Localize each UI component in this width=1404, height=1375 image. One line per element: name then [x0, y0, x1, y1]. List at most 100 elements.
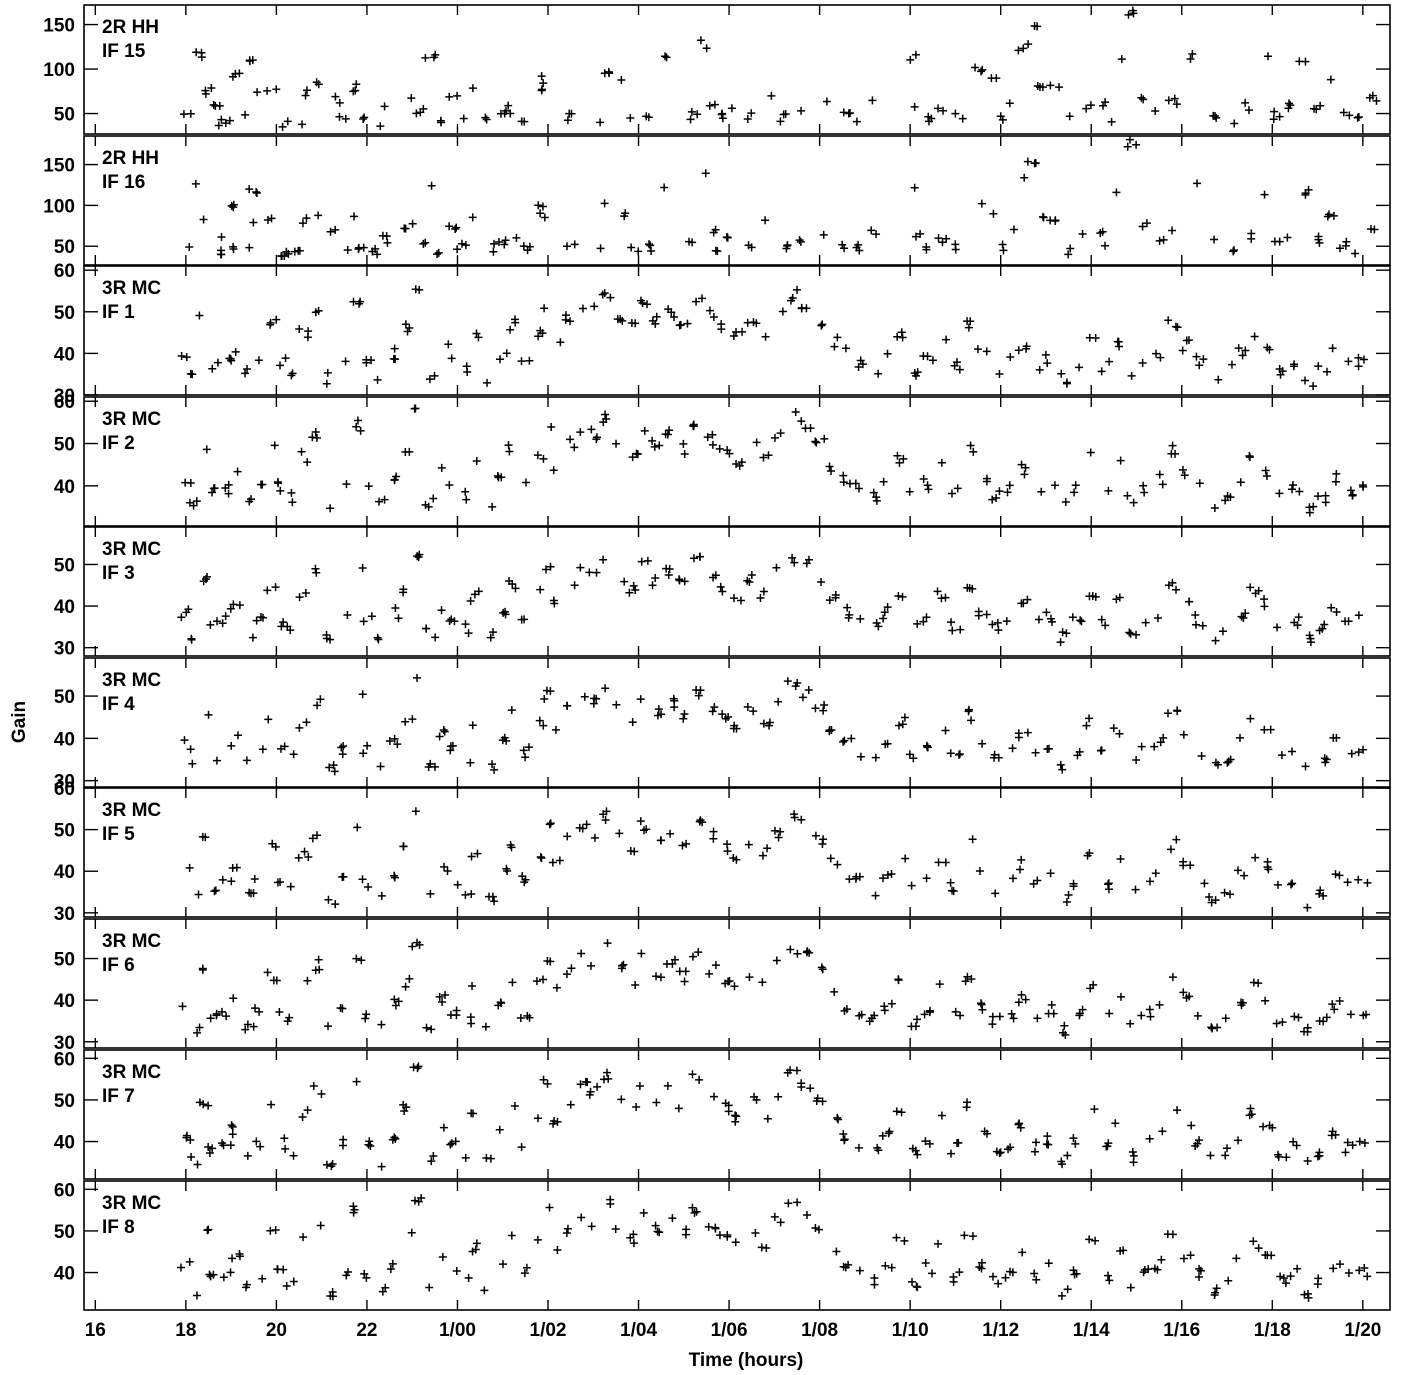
- data-point: [761, 332, 770, 341]
- data-point: [255, 1007, 264, 1016]
- data-point: [289, 1277, 298, 1286]
- data-point: [802, 1211, 811, 1220]
- data-point: [758, 851, 767, 860]
- data-point: [547, 423, 556, 432]
- data-point: [898, 720, 907, 729]
- y-tick-label: 60: [54, 779, 75, 800]
- data-point: [502, 864, 511, 873]
- data-point: [356, 426, 365, 435]
- data-point: [472, 1239, 481, 1248]
- panel-label-line1: 3R MC: [102, 539, 161, 560]
- data-point: [1023, 728, 1032, 737]
- data-point: [439, 725, 448, 734]
- data-point: [657, 836, 666, 845]
- y-tick-label: 100: [43, 196, 75, 217]
- data-point: [615, 829, 624, 838]
- data-point: [964, 323, 973, 332]
- data-point: [1101, 98, 1110, 107]
- data-point: [413, 673, 422, 682]
- x-tick-label: 1/10: [892, 1320, 929, 1341]
- data-point: [1129, 498, 1138, 507]
- data-point: [508, 580, 517, 589]
- data-point: [457, 239, 466, 248]
- data-point: [468, 982, 477, 991]
- data-point: [206, 1014, 215, 1023]
- data-point: [759, 719, 768, 728]
- data-point: [1341, 241, 1350, 250]
- data-point: [1344, 617, 1353, 626]
- data-point: [434, 248, 443, 257]
- data-point: [1109, 724, 1118, 733]
- data-point: [783, 241, 792, 250]
- data-point: [302, 214, 311, 223]
- data-point: [227, 201, 236, 210]
- data-point: [242, 1280, 251, 1289]
- y-tick-label: 50: [54, 950, 75, 971]
- data-point: [596, 118, 605, 127]
- panel-frame: [83, 4, 1391, 135]
- data-point: [270, 441, 279, 450]
- data-point: [295, 324, 304, 333]
- data-point: [1159, 733, 1168, 742]
- data-point: [925, 1139, 934, 1148]
- data-point: [490, 239, 499, 248]
- data-point: [405, 447, 414, 456]
- data-point: [1155, 236, 1164, 245]
- data-point: [391, 1134, 400, 1143]
- data-point: [1259, 1122, 1268, 1131]
- data-point: [674, 1104, 683, 1113]
- data-point: [1268, 1123, 1277, 1132]
- panel-label-line2: IF 16: [102, 172, 145, 193]
- data-point: [461, 487, 470, 496]
- data-point: [1339, 108, 1348, 117]
- data-point: [298, 219, 307, 228]
- data-point: [887, 1263, 896, 1272]
- data-point: [204, 710, 213, 719]
- data-point: [756, 594, 765, 603]
- data-point: [1128, 6, 1137, 15]
- data-point: [791, 407, 800, 416]
- data-point: [1031, 1147, 1040, 1156]
- data-point: [576, 1080, 585, 1089]
- data-point: [1211, 758, 1220, 767]
- data-point: [843, 603, 852, 612]
- data-point: [1168, 441, 1177, 450]
- data-point: [599, 810, 608, 819]
- data-point: [966, 441, 975, 450]
- data-point: [679, 439, 688, 448]
- data-point: [252, 189, 261, 198]
- data-point: [675, 575, 684, 584]
- data-point: [941, 858, 950, 867]
- data-point: [1075, 363, 1084, 372]
- data-point: [1186, 1251, 1195, 1260]
- data-point: [256, 1142, 265, 1151]
- data-point: [1115, 342, 1124, 351]
- data-point: [253, 88, 262, 97]
- data-point: [1062, 629, 1071, 638]
- data-point: [819, 835, 828, 844]
- data-point: [539, 454, 548, 463]
- data-point: [811, 1224, 820, 1233]
- data-point: [592, 568, 601, 577]
- data-point: [453, 880, 462, 889]
- data-point: [955, 750, 964, 759]
- x-axis-label: Time (hours): [689, 1350, 804, 1370]
- data-point: [1014, 46, 1023, 55]
- data-point: [767, 91, 776, 100]
- data-point: [1168, 226, 1177, 235]
- data-point: [1251, 853, 1260, 862]
- data-point: [774, 833, 783, 842]
- data-point: [709, 827, 718, 836]
- data-point: [1315, 889, 1324, 898]
- data-point: [1235, 733, 1244, 742]
- data-point: [468, 84, 477, 93]
- data-point: [394, 614, 403, 623]
- data-point: [349, 1202, 358, 1211]
- data-point: [472, 329, 481, 338]
- data-point: [840, 736, 849, 745]
- data-point: [870, 1273, 879, 1282]
- data-point: [507, 706, 516, 715]
- data-point: [603, 939, 612, 948]
- data-point: [648, 581, 657, 590]
- data-point: [855, 246, 864, 255]
